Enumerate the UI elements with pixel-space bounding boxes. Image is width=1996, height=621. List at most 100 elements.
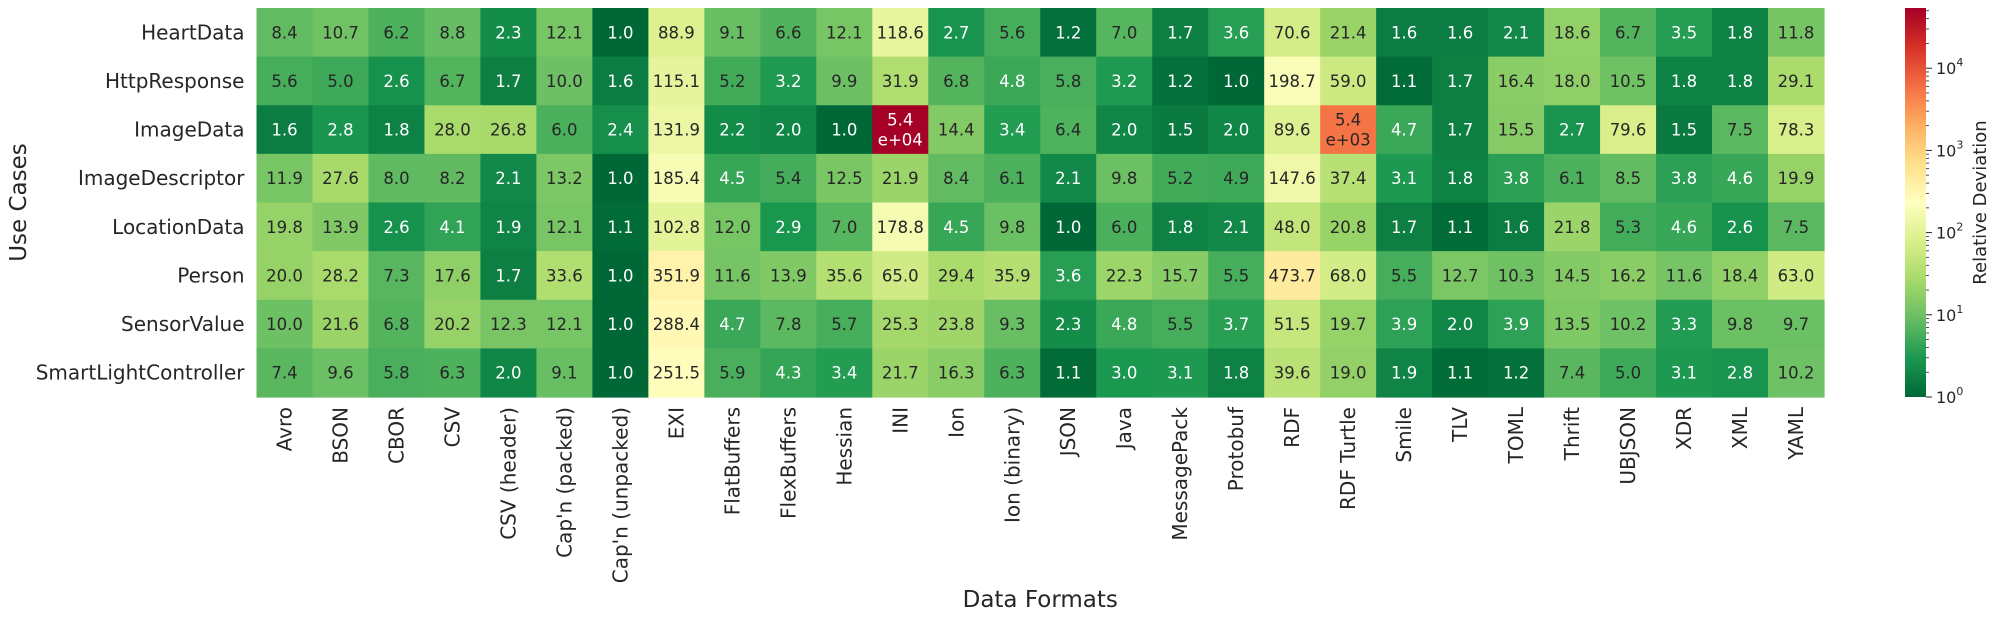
y-tick-label: SensorValue [121,312,244,336]
heatmap-cell [1152,202,1209,252]
heatmap-cell [1040,348,1097,398]
heatmap-cell [1488,8,1545,58]
cell-value-label: 251.5 [653,364,700,383]
heatmap-cell [816,153,873,204]
cell-value-label: 12.1 [546,315,583,334]
heatmap-cell [984,8,1041,58]
heatmap-cell [1376,8,1433,58]
heatmap-cell [984,105,1041,155]
cell-value-label: 1.2 [1503,364,1529,383]
cell-value-label: 185.4 [653,169,700,188]
cell-value-label: 37.4 [1330,169,1367,188]
heatmap-cell [1376,56,1433,106]
heatmap-cell [424,105,482,155]
cell-value-label: 2.0 [1447,315,1473,334]
heatmap-cell [1208,153,1265,204]
heatmap-cell [1264,56,1321,106]
cell-value-label: 9.8 [999,218,1025,237]
cell-value-label: 1.0 [607,169,633,188]
cell-value-label: 1.2 [1055,23,1081,42]
cell-value-label: 1.6 [1503,218,1529,237]
heatmap-cell [424,8,482,58]
cell-value-label: 5.8 [1055,72,1081,91]
heatmap-cell [1600,348,1657,398]
heatmap-cell [592,153,649,204]
heatmap-cell [1544,348,1601,398]
cell-value-label: 6.7 [439,72,465,91]
heatmap-cell [536,251,593,301]
heatmap-cell [1488,251,1545,301]
cell-value-label: 12.1 [546,23,583,42]
heatmap-cell [312,8,370,58]
cell-value-label: 6.8 [383,315,409,334]
heatmap-cell [928,56,985,106]
x-tick-label: Thrift [1560,407,1584,461]
cell-value-label: 7.0 [1111,23,1137,42]
x-tick-label: Protobuf [1224,406,1248,491]
heatmap-cell [1152,251,1209,301]
heatmap-cell [648,153,705,204]
cell-value-label: 6.3 [439,364,465,383]
heatmap-cell [1320,8,1377,58]
cell-value-label: 1.5 [1167,121,1193,140]
cell-value-label: 12.7 [1442,266,1479,285]
heatmap-cell [1600,153,1657,204]
cell-value-label: 88.9 [658,23,695,42]
cell-value-label: 13.9 [322,218,359,237]
heatmap-cell [1768,56,1825,106]
cell-value-label: 4.5 [719,169,745,188]
cell-value-label: 2.8 [327,121,353,140]
cell-value-label: 21.8 [1554,218,1591,237]
heatmap-cell [1320,299,1377,349]
cell-value-label: 10.2 [1610,315,1647,334]
heatmap-cell [704,348,761,398]
cell-value-label: 18.6 [1554,23,1591,42]
cell-value-label: 63.0 [1778,266,1815,285]
cell-value-label: 10.2 [1778,364,1815,383]
cell-value-label: 1.0 [1055,218,1081,237]
cell-value-label: 7.8 [775,315,801,334]
heatmap-cell [1488,299,1545,349]
cell-value-label: 5.8 [383,364,409,383]
cell-value-label: 5.4 [775,169,801,188]
cell-value-label: 17.6 [434,266,471,285]
x-tick-label: EXI [664,407,688,439]
heatmap-cell [928,251,985,301]
heatmap-cell [256,202,314,252]
cell-value-label: 4.8 [999,72,1025,91]
cell-value-label: 1.2 [1167,72,1193,91]
cell-value-label: 2.0 [495,364,521,383]
heatmap-cell [1600,251,1657,301]
cell-value-label: 3.3 [1671,315,1697,334]
cell-value-label: 2.8 [1727,364,1753,383]
heatmap-cell [1432,153,1489,204]
cell-value-label: 2.0 [1111,121,1137,140]
cell-value-label: 6.3 [999,364,1025,383]
cell-value-label: 3.1 [1671,364,1697,383]
cell-value-label: 5.2 [1167,169,1193,188]
cell-value-label: 31.9 [882,72,919,91]
heatmap-cell [1376,299,1433,349]
heatmap-cell [1432,8,1489,58]
heatmap-cell [1712,8,1769,58]
cell-value-label: 1.6 [1391,23,1417,42]
heatmap-cell [312,56,370,106]
heatmap-cell [1712,251,1769,301]
cell-value-label: 1.7 [495,266,521,285]
cell-value-label: 9.1 [551,364,577,383]
cell-value-label: 2.3 [495,23,521,42]
y-tick-label: HeartData [141,20,244,44]
cell-value-label: 4.6 [1671,218,1697,237]
cell-value-label: 1.1 [1447,218,1473,237]
heatmap-cell [872,202,929,252]
cell-value-label: 1.7 [1447,72,1473,91]
cell-value-label: 198.7 [1269,72,1316,91]
cell-value-label: 118.6 [877,23,924,42]
heatmap-cell [1096,202,1153,252]
cell-value-label: 9.7 [1783,315,1809,334]
heatmap-cell [536,348,593,398]
cell-value-label: 39.6 [1274,364,1311,383]
heatmap-cell [816,348,873,398]
heatmap-cell [256,348,314,398]
heatmap-cell [424,251,482,301]
